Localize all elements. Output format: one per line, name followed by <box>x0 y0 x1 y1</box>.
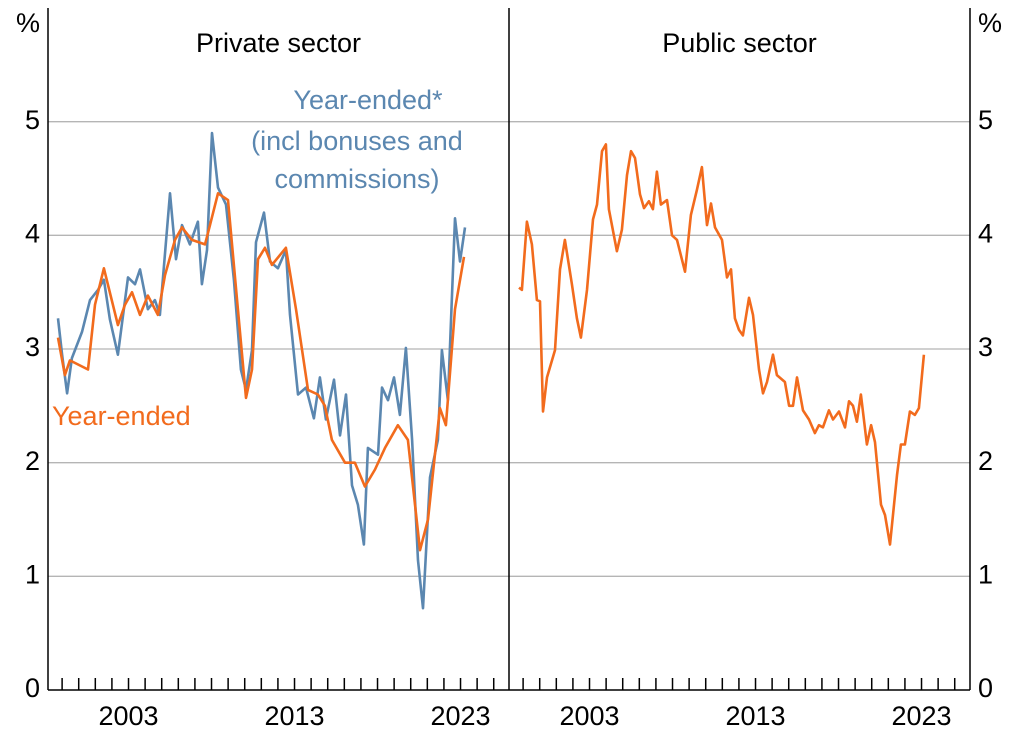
y-tick-label: 1 <box>978 559 993 589</box>
series-label: Year-ended* <box>293 85 443 115</box>
y-axis-unit: % <box>978 8 1002 38</box>
y-tick-label: 5 <box>25 105 40 135</box>
frame <box>47 8 971 691</box>
y-tick-label: 4 <box>25 218 40 248</box>
series-line <box>518 143 926 546</box>
panel-title: Public sector <box>662 28 817 58</box>
marks <box>56 131 926 610</box>
grid <box>48 121 970 577</box>
x-tick-label: 2003 <box>98 701 158 731</box>
y-tick-label: 5 <box>978 105 993 135</box>
x-tick-label: 2023 <box>430 701 490 731</box>
panel-title: Private sector <box>196 28 361 58</box>
y-tick-label: 2 <box>25 446 40 476</box>
y-tick-label: 4 <box>978 218 993 248</box>
series-line <box>56 192 466 552</box>
y-tick-label: 0 <box>978 673 993 703</box>
x-tick-label: 2013 <box>725 701 785 731</box>
x-tick-label: 2003 <box>559 701 619 731</box>
annotation: (incl bonuses and <box>251 126 463 156</box>
y-tick-label: 3 <box>25 332 40 362</box>
y-tick-label: 2 <box>978 446 993 476</box>
y-tick-label: 0 <box>25 673 40 703</box>
y-tick-label: 3 <box>978 332 993 362</box>
y-tick-label: 1 <box>25 559 40 589</box>
y-axis-unit: % <box>16 8 40 38</box>
annotation: commissions) <box>274 164 439 194</box>
series-label: Year-ended <box>52 401 191 431</box>
x-tick-label: 2013 <box>264 701 324 731</box>
x-tick-label: 2023 <box>891 701 951 731</box>
series-line <box>56 131 467 610</box>
